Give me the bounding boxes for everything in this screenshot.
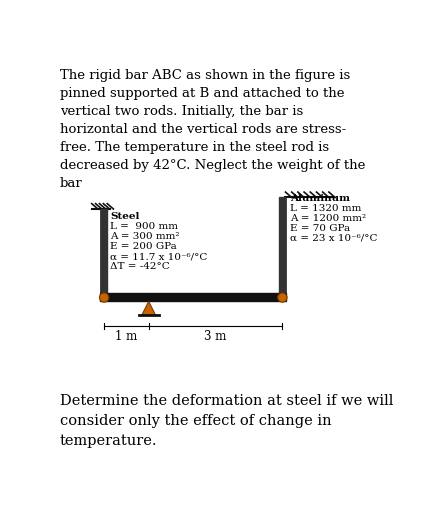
Text: ΔT = -42°C: ΔT = -42°C xyxy=(111,262,170,271)
Text: A = 300 mm²: A = 300 mm² xyxy=(111,232,180,241)
Text: The rigid bar ABC as shown in the figure is
pinned supported at B and attached t: The rigid bar ABC as shown in the figure… xyxy=(60,69,365,190)
Text: E = 200 GPa: E = 200 GPa xyxy=(111,242,177,251)
Bar xyxy=(101,209,107,293)
Text: Aluminum: Aluminum xyxy=(290,194,350,203)
Text: 3 m: 3 m xyxy=(204,330,227,343)
Text: Steel: Steel xyxy=(111,212,140,221)
Bar xyxy=(100,293,286,302)
Circle shape xyxy=(99,293,109,302)
Text: L =  900 mm: L = 900 mm xyxy=(111,222,178,231)
Bar xyxy=(279,197,286,293)
Circle shape xyxy=(278,293,287,302)
Polygon shape xyxy=(142,302,156,315)
Text: Determine the deformation at steel if we will
consider only the effect of change: Determine the deformation at steel if we… xyxy=(60,394,393,448)
Text: 1 m: 1 m xyxy=(115,330,138,343)
Text: α = 11.7 x 10⁻⁶/°C: α = 11.7 x 10⁻⁶/°C xyxy=(111,252,208,261)
Text: E = 70 GPa: E = 70 GPa xyxy=(290,224,350,233)
Text: α = 23 x 10⁻⁶/°C: α = 23 x 10⁻⁶/°C xyxy=(290,234,378,243)
Text: L = 1320 mm: L = 1320 mm xyxy=(290,204,362,213)
Text: A = 1200 mm²: A = 1200 mm² xyxy=(290,214,366,223)
